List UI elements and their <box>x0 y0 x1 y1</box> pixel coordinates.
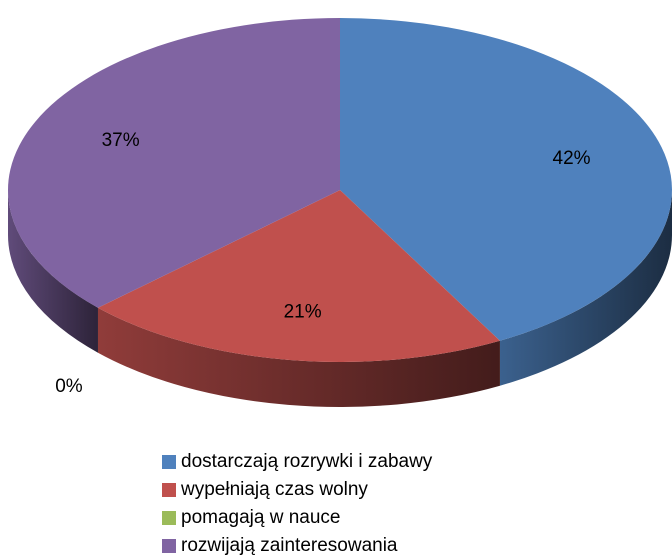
data-label: 37% <box>102 130 140 151</box>
legend-label: rozwijają zainteresowania <box>181 535 398 556</box>
legend-swatch <box>162 511 176 525</box>
legend-swatch <box>162 455 176 469</box>
legend-label: pomagają w nauce <box>181 507 341 528</box>
slice-side <box>97 307 500 408</box>
data-label: 21% <box>284 301 322 322</box>
legend-swatch <box>162 483 176 497</box>
slice <box>97 190 500 362</box>
slice <box>8 18 341 308</box>
data-label: 42% <box>553 148 591 169</box>
slice-side <box>8 190 98 353</box>
data-label: 0% <box>55 376 83 397</box>
legend-label: wypełniają czas wolny <box>180 479 368 500</box>
slice-side <box>499 190 672 386</box>
slice <box>340 18 672 341</box>
legend-label: dostarczają rozrywki i zabawy <box>181 451 433 472</box>
legend-swatch <box>162 539 176 553</box>
